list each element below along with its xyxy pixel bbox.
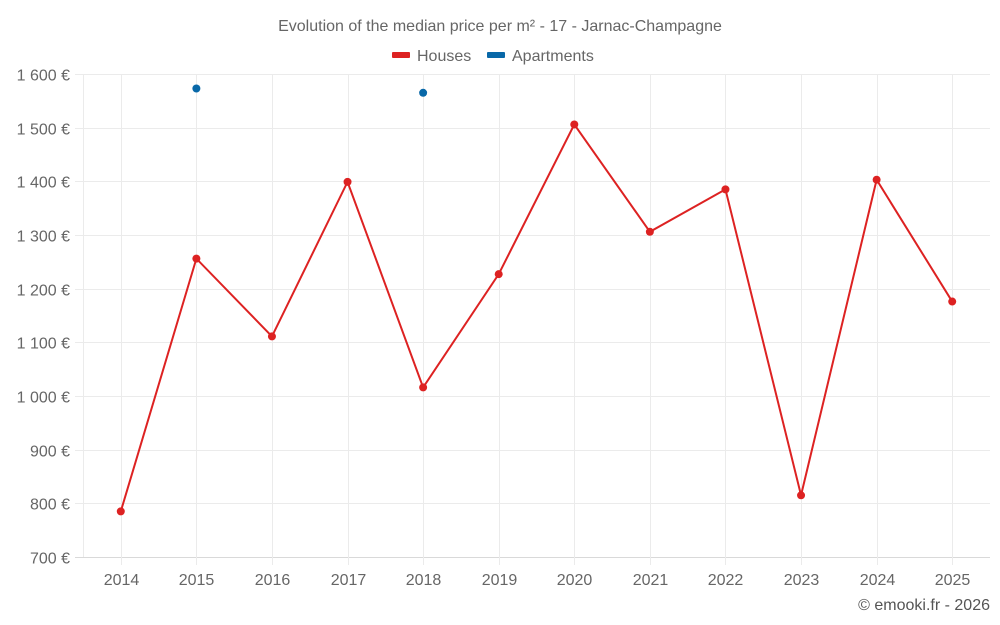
y-tick-label: 1 200 € bbox=[17, 283, 70, 300]
credit: © emooki.fr - 2026 bbox=[858, 597, 990, 614]
x-tick-label: 2017 bbox=[331, 572, 367, 589]
houses-point bbox=[645, 227, 654, 236]
legend-swatch-houses bbox=[392, 52, 410, 58]
houses-point bbox=[872, 175, 881, 184]
y-tick-label: 1 400 € bbox=[17, 175, 70, 192]
x-tick-label: 2023 bbox=[784, 572, 820, 589]
x-tick-label: 2025 bbox=[935, 572, 971, 589]
houses-point bbox=[343, 177, 352, 186]
y-tick-label: 900 € bbox=[30, 444, 70, 461]
houses-point bbox=[192, 254, 201, 263]
y-axis-labels: 700 € 800 € 900 € 1 000 € 1 100 € 1 200 € 1 30… bbox=[17, 68, 70, 568]
x-axis-labels: 2014 2015 2016 2017 2018 2019 2020 2021 2022 2023… bbox=[104, 572, 971, 589]
houses-line bbox=[119, 122, 954, 512]
y-gridlines bbox=[75, 74, 990, 558]
houses-point bbox=[116, 507, 125, 516]
x-tick-label: 2016 bbox=[255, 572, 291, 589]
houses-point bbox=[267, 332, 276, 341]
y-tick-label: 1 500 € bbox=[17, 122, 70, 139]
x-tick-label: 2015 bbox=[179, 572, 215, 589]
houses-point bbox=[797, 491, 806, 500]
legend: Houses Apartments bbox=[392, 48, 594, 65]
apartments-point bbox=[419, 88, 428, 97]
legend-label-houses: Houses bbox=[417, 48, 471, 65]
legend-label-apartments: Apartments bbox=[512, 48, 594, 65]
x-tick-label: 2020 bbox=[557, 572, 593, 589]
houses-point bbox=[494, 270, 503, 279]
y-tick-label: 1 300 € bbox=[17, 229, 70, 246]
chart-title: Evolution of the median price per m² - 1… bbox=[278, 18, 722, 35]
houses-point bbox=[948, 297, 957, 306]
y-tick-label: 1 000 € bbox=[17, 390, 70, 407]
x-tick-label: 2022 bbox=[708, 572, 744, 589]
apartments-point bbox=[192, 84, 201, 93]
x-tick-label: 2024 bbox=[860, 572, 896, 589]
houses-point bbox=[721, 185, 730, 194]
y-tick-label: 1 600 € bbox=[17, 68, 70, 85]
x-tick-label: 2021 bbox=[633, 572, 669, 589]
x-gridlines bbox=[83, 74, 953, 565]
y-tick-label: 1 100 € bbox=[17, 336, 70, 353]
y-tick-label: 700 € bbox=[30, 551, 70, 568]
legend-swatch-apartments bbox=[487, 52, 505, 58]
x-tick-label: 2019 bbox=[482, 572, 518, 589]
x-tick-label: 2014 bbox=[104, 572, 140, 589]
y-tick-label: 800 € bbox=[30, 497, 70, 514]
houses-point bbox=[419, 383, 428, 392]
houses-point bbox=[570, 120, 579, 129]
series-layer bbox=[116, 84, 957, 516]
x-tick-label: 2018 bbox=[406, 572, 442, 589]
